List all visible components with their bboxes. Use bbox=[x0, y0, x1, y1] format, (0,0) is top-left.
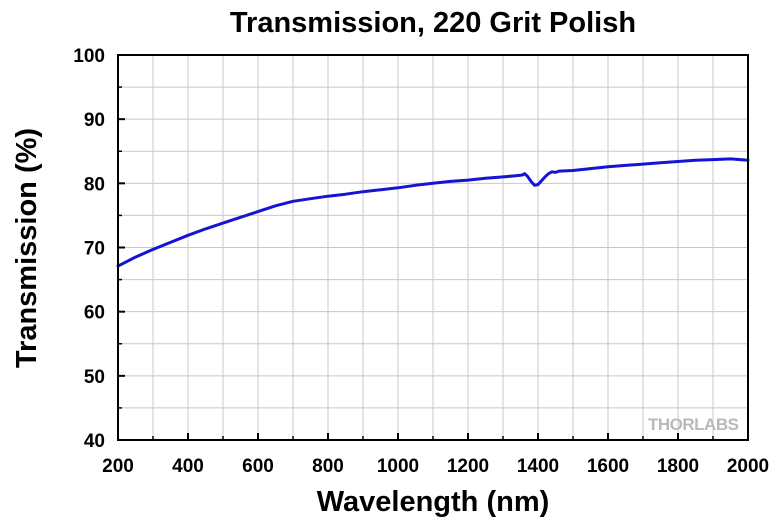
x-tick-label: 1800 bbox=[657, 456, 699, 477]
x-axis-label: Wavelength (nm) bbox=[317, 486, 550, 518]
x-tick-label: 600 bbox=[242, 456, 274, 477]
y-tick-label: 80 bbox=[84, 174, 105, 195]
x-tick-label: 400 bbox=[172, 456, 204, 477]
x-tick-label: 2000 bbox=[727, 456, 769, 477]
y-tick-label: 50 bbox=[84, 367, 105, 388]
y-axis-label: Transmission (%) bbox=[11, 128, 43, 368]
series-layer bbox=[116, 157, 750, 268]
y-tick-label: 100 bbox=[73, 46, 105, 67]
watermark-text: THORLABS bbox=[648, 415, 739, 434]
x-tick-label: 1600 bbox=[587, 456, 629, 477]
axis-ticks: 200 400 600 800 1000 1200 1400 1600 1800 2000 40 50… bbox=[73, 46, 769, 477]
x-tick-label: 1000 bbox=[377, 456, 419, 477]
chart-title: Transmission, 220 Grit Polish bbox=[230, 7, 636, 39]
x-tick-label: 1200 bbox=[447, 456, 489, 477]
x-tick-label: 200 bbox=[102, 456, 134, 477]
thorlabs-watermark-logo: THORLABS bbox=[648, 415, 739, 434]
series-line-transmission bbox=[116, 157, 750, 268]
y-tick-label: 40 bbox=[84, 431, 105, 452]
x-tick-label: 1400 bbox=[517, 456, 559, 477]
y-tick-label: 60 bbox=[84, 303, 105, 324]
x-tick-label: 800 bbox=[312, 456, 344, 477]
y-tick-label: 70 bbox=[84, 239, 105, 260]
y-tick-label: 90 bbox=[84, 110, 105, 131]
grid bbox=[118, 55, 748, 440]
